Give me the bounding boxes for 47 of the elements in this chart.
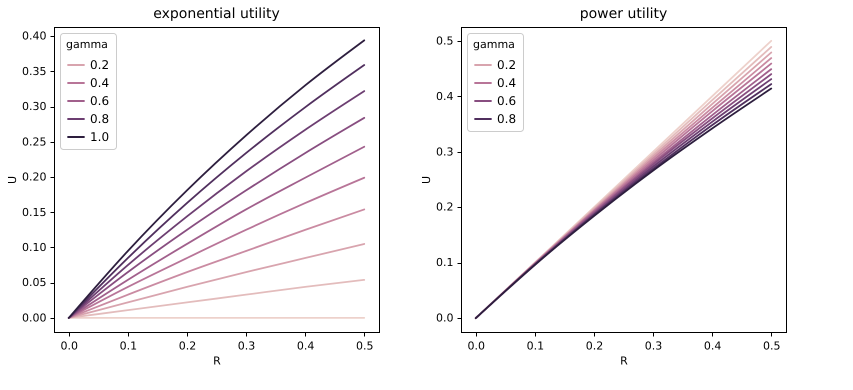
y-tick-label: 0.0: [436, 312, 454, 325]
x-tick-label: 0.3: [238, 340, 256, 352]
x-tick-label: 0.2: [586, 340, 604, 352]
y-axis-title: U: [420, 176, 434, 184]
legend-label: 1.0: [90, 130, 110, 144]
y-tick-label: 0.20: [22, 170, 46, 184]
x-tick-label: 0.2: [178, 340, 196, 352]
chart-title: power utility: [580, 6, 668, 22]
x-tick-label: 0.1: [526, 340, 544, 352]
y-tick-label: 0.40: [22, 30, 46, 43]
y-tick-label: 0.1: [436, 256, 454, 270]
y-tick-label: 0.05: [22, 276, 46, 290]
y-tick-label: 0.25: [22, 135, 46, 148]
x-axis-title: R: [213, 354, 222, 368]
legend-label: 0.4: [497, 76, 516, 90]
legend-label: 0.4: [90, 76, 110, 90]
legend-label: 0.6: [90, 94, 110, 108]
legend-title: gamma: [473, 38, 515, 51]
x-tick-label: 0.5: [762, 340, 780, 352]
legend-label: 0.8: [90, 112, 110, 126]
x-axis-title: R: [620, 354, 628, 368]
legend-label: 0.2: [497, 58, 516, 72]
legend-label: 0.8: [497, 112, 516, 126]
legend-title: gamma: [66, 38, 108, 51]
x-tick-label: 0.4: [704, 340, 722, 352]
y-tick-label: 0.30: [22, 100, 46, 114]
y-tick-label: 0.2: [436, 200, 454, 214]
x-tick-label: 0.3: [644, 340, 662, 352]
y-tick-label: 0.00: [22, 311, 46, 324]
legend-label: 0.6: [497, 94, 516, 108]
legend-label: 0.2: [90, 58, 110, 72]
x-tick-label: 0.0: [468, 340, 486, 352]
x-tick-label: 0.4: [296, 340, 314, 352]
chart-title: exponential utility: [153, 6, 280, 22]
line-series: [68, 208, 366, 319]
x-tick-label: 0.0: [60, 340, 78, 352]
line-series: [68, 176, 366, 319]
x-tick-label: 0.1: [120, 340, 138, 352]
y-axis-title: U: [6, 176, 20, 184]
y-tick-label: 0.4: [436, 90, 454, 103]
y-tick-label: 0.3: [436, 145, 454, 158]
y-tick-label: 0.5: [436, 34, 454, 48]
line-series: [68, 243, 366, 319]
y-tick-label: 0.10: [22, 240, 46, 254]
y-tick-label: 0.35: [22, 64, 46, 78]
y-tick-label: 0.15: [22, 206, 46, 219]
x-tick-label: 0.5: [356, 340, 374, 352]
